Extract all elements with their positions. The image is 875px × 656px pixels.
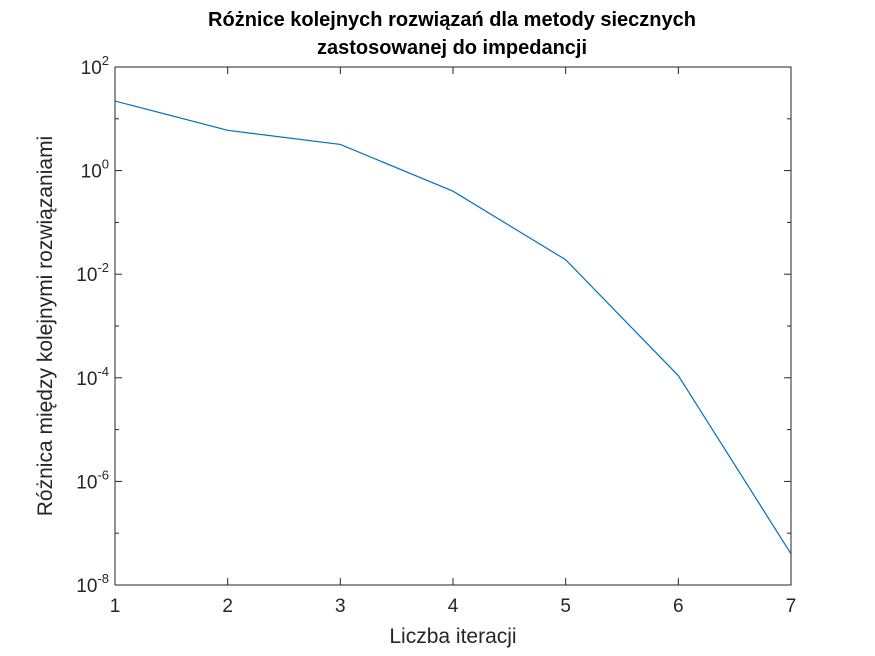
chart-title-line-2: zastosowanej do impedancji <box>317 37 587 59</box>
x-tick-label: 6 <box>673 596 684 617</box>
x-tick-label: 3 <box>335 596 346 617</box>
y-tick-label: 102 <box>81 53 109 79</box>
x-tick-label: 7 <box>786 596 797 617</box>
plot-box <box>114 66 792 586</box>
plot-area <box>115 67 791 585</box>
chart-title: Różnice kolejnych rozwiązań dla metody s… <box>208 9 696 59</box>
y-tick-label: 10-8 <box>76 571 109 597</box>
y-tick-label: 10-6 <box>76 467 109 493</box>
chart-title-line-1: Różnice kolejnych rozwiązań dla metody s… <box>208 9 696 31</box>
series-line <box>114 100 792 555</box>
x-tick-label: 4 <box>448 596 459 617</box>
x-tick-label: 5 <box>560 596 571 617</box>
y-tick-label: 10-4 <box>76 364 109 390</box>
y-tick-label: 100 <box>81 157 109 183</box>
x-axis-label: Liczba iteracji <box>389 625 516 648</box>
x-tick-label: 2 <box>222 596 233 617</box>
axis-tick-labels: 1 2 3 4 5 6 7 10-8 10-6 10-4 10-2 100 102 <box>76 53 796 617</box>
y-axis-label: Różnica między kolejnymi rozwiązaniami <box>34 136 57 516</box>
x-tick-label: 1 <box>110 596 121 617</box>
y-tick-label: 10-2 <box>76 260 109 286</box>
